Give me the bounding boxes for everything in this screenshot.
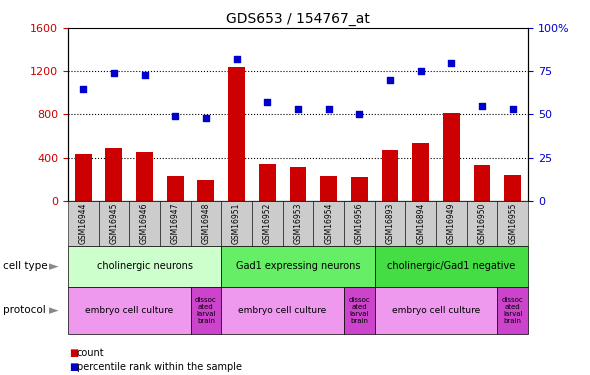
Text: cell type: cell type <box>3 261 48 271</box>
Text: embryo cell culture: embryo cell culture <box>85 306 173 315</box>
Point <box>447 60 456 66</box>
Bar <box>320 176 337 201</box>
Text: dissoc
ated
larval
brain: dissoc ated larval brain <box>349 297 370 324</box>
Text: GSM16894: GSM16894 <box>416 202 425 244</box>
Point <box>140 72 149 78</box>
Text: dissoc
ated
larval
brain: dissoc ated larval brain <box>502 297 523 324</box>
Point <box>109 70 119 76</box>
Point <box>232 56 241 62</box>
Text: GSM16951: GSM16951 <box>232 202 241 244</box>
Text: GSM16893: GSM16893 <box>385 202 395 244</box>
Point <box>385 77 395 83</box>
Point <box>324 106 333 112</box>
Text: count: count <box>77 348 104 358</box>
Point <box>416 68 425 74</box>
Text: embryo cell culture: embryo cell culture <box>392 306 480 315</box>
Bar <box>167 176 183 201</box>
Text: GSM16953: GSM16953 <box>293 202 303 244</box>
Text: GSM16945: GSM16945 <box>109 202 119 244</box>
Bar <box>106 148 122 201</box>
Bar <box>198 180 214 201</box>
Text: GSM16950: GSM16950 <box>477 202 487 244</box>
Bar <box>504 175 521 201</box>
Point <box>355 111 364 117</box>
Point <box>171 113 180 119</box>
Bar <box>75 154 91 201</box>
Text: GSM16952: GSM16952 <box>263 202 272 244</box>
Point <box>263 99 272 105</box>
Text: ►: ► <box>50 304 59 317</box>
Text: ■: ■ <box>70 348 79 358</box>
Text: GSM16949: GSM16949 <box>447 202 456 244</box>
Text: embryo cell culture: embryo cell culture <box>238 306 327 315</box>
Bar <box>443 113 460 201</box>
Point <box>293 106 303 112</box>
Bar <box>136 152 153 201</box>
Bar <box>259 164 276 201</box>
Point <box>477 103 487 109</box>
Bar <box>228 67 245 201</box>
Text: percentile rank within the sample: percentile rank within the sample <box>77 362 242 372</box>
Bar <box>382 150 398 201</box>
Point <box>78 86 88 92</box>
Point <box>201 115 211 121</box>
Text: GSM16946: GSM16946 <box>140 202 149 244</box>
Text: protocol: protocol <box>3 305 45 315</box>
Text: GSM16954: GSM16954 <box>324 202 333 244</box>
Bar <box>290 167 306 201</box>
Point <box>508 106 517 112</box>
Text: dissoc
ated
larval
brain: dissoc ated larval brain <box>195 297 217 324</box>
Bar <box>351 177 368 201</box>
Text: ■: ■ <box>70 362 79 372</box>
Text: GSM16944: GSM16944 <box>78 202 88 244</box>
Bar <box>412 144 429 201</box>
Text: GSM16948: GSM16948 <box>201 202 211 244</box>
Title: GDS653 / 154767_at: GDS653 / 154767_at <box>226 12 370 26</box>
Text: cholinergic neurons: cholinergic neurons <box>97 261 192 271</box>
Text: GSM16955: GSM16955 <box>508 202 517 244</box>
Text: GSM16947: GSM16947 <box>171 202 180 244</box>
Text: Gad1 expressing neurons: Gad1 expressing neurons <box>235 261 360 271</box>
Text: GSM16956: GSM16956 <box>355 202 364 244</box>
Text: ►: ► <box>50 260 59 273</box>
Bar <box>474 165 490 201</box>
Text: cholinergic/Gad1 negative: cholinergic/Gad1 negative <box>387 261 516 271</box>
